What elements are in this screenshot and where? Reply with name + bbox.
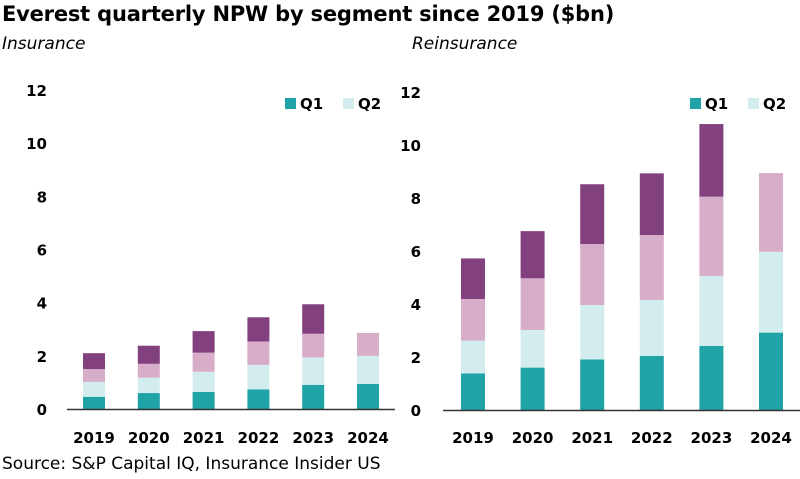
legend-label-q1: Q1 xyxy=(300,95,323,113)
bar-segment-q1-2019 xyxy=(461,373,485,410)
bar-segment-q1-2019 xyxy=(83,396,105,409)
bar-segment-q2-2023 xyxy=(302,357,325,385)
insurance-subtitle: Insurance xyxy=(2,34,86,54)
bar-segment-q3-2021 xyxy=(580,244,605,306)
y-tick-label: 4 xyxy=(411,296,421,314)
legend-label-q2: Q2 xyxy=(358,95,381,113)
bar-segment-q1-2022 xyxy=(247,389,270,409)
bar-segment-q1-2024 xyxy=(357,384,379,409)
reinsurance-subtitle: Reinsurance xyxy=(412,34,518,54)
bar-segment-q2-2020 xyxy=(137,377,160,394)
bar-segment-q1-2024 xyxy=(759,332,783,410)
bar-segment-q4-2023 xyxy=(699,124,724,197)
x-tick-label: 2019 xyxy=(452,429,494,447)
bar-segment-q4-2023 xyxy=(302,304,325,334)
bar-segment-q2-2024 xyxy=(759,251,783,333)
x-tick-label: 2024 xyxy=(347,429,389,447)
bar-segment-q2-2019 xyxy=(83,381,105,397)
source-note: Source: S&P Capital IQ, Insurance Inside… xyxy=(2,454,381,474)
y-tick-label: 10 xyxy=(26,135,47,153)
legend-swatch-q2 xyxy=(343,98,354,109)
y-tick-label: 0 xyxy=(411,402,421,420)
bar-segment-q2-2022 xyxy=(639,300,664,356)
legend-swatch-q1 xyxy=(690,98,701,109)
y-tick-label: 0 xyxy=(37,401,47,419)
insurance-chart: 0 2 4 6 8 10 12 2019 2020 2021 2022 2023 2024 Q1 Q2 xyxy=(26,82,395,447)
bar-segment-q2-2023 xyxy=(699,275,724,346)
legend-swatch-q1 xyxy=(285,98,296,109)
y-tick-label: 8 xyxy=(411,190,421,208)
x-tick-label: 2022 xyxy=(631,429,673,447)
y-tick-label: 8 xyxy=(37,188,47,206)
bar-segment-q2-2024 xyxy=(357,355,379,385)
x-tick-label: 2022 xyxy=(238,429,280,447)
y-tick-label: 12 xyxy=(26,82,47,100)
bar-segment-q3-2020 xyxy=(137,363,160,378)
bar-segment-q1-2023 xyxy=(699,345,724,410)
bar-segment-q3-2019 xyxy=(461,298,485,341)
x-tick-label: 2019 xyxy=(73,429,115,447)
bar-segment-q1-2023 xyxy=(302,384,325,409)
bar-segment-q4-2020 xyxy=(520,231,545,279)
reinsurance-chart: 0 2 4 6 8 10 12 2019 2020 2021 2022 2023 2024 Q1 Q2 xyxy=(400,84,800,447)
bar-segment-q2-2020 xyxy=(520,329,545,368)
bar-segment-q3-2023 xyxy=(302,333,325,358)
bar-segment-q1-2022 xyxy=(639,355,664,410)
bar-segment-q3-2023 xyxy=(699,196,724,276)
x-tick-label: 2021 xyxy=(571,429,613,447)
bar-segment-q1-2021 xyxy=(192,391,215,409)
x-tick-label: 2020 xyxy=(512,429,554,447)
bar-segment-q4-2021 xyxy=(192,331,215,353)
bar-segment-q4-2019 xyxy=(461,258,485,299)
legend-label-q2: Q2 xyxy=(763,95,786,113)
x-tick-label: 2021 xyxy=(183,429,225,447)
bar-segment-q4-2022 xyxy=(247,317,270,342)
bar-segment-q1-2021 xyxy=(580,359,605,410)
bar-segment-q2-2022 xyxy=(247,364,270,390)
x-tick-label: 2023 xyxy=(292,429,334,447)
bar-segment-q3-2024 xyxy=(759,173,783,252)
x-tick-label: 2023 xyxy=(691,429,733,447)
legend-swatch-q2 xyxy=(748,98,759,109)
x-tick-label: 2020 xyxy=(128,429,170,447)
y-tick-label: 12 xyxy=(400,84,421,102)
y-tick-label: 2 xyxy=(37,348,47,366)
bar-segment-q3-2020 xyxy=(520,278,545,330)
bar-segment-q2-2021 xyxy=(192,371,215,392)
bar-segment-q4-2020 xyxy=(137,345,160,364)
bar-segment-q4-2022 xyxy=(639,173,664,236)
y-tick-label: 2 xyxy=(411,349,421,367)
bar-segment-q1-2020 xyxy=(520,367,545,410)
y-tick-label: 6 xyxy=(37,242,47,260)
bar-segment-q3-2019 xyxy=(83,369,105,382)
chart-title: Everest quarterly NPW by segment since 2… xyxy=(2,2,615,26)
bar-segment-q3-2024 xyxy=(357,332,379,356)
bar-segment-q3-2022 xyxy=(247,341,270,365)
legend-label-q1: Q1 xyxy=(705,95,728,113)
y-tick-label: 10 xyxy=(400,137,421,155)
bar-segment-q2-2019 xyxy=(461,340,485,374)
bar-segment-q3-2021 xyxy=(192,352,215,372)
y-tick-label: 6 xyxy=(411,243,421,261)
y-tick-label: 4 xyxy=(37,295,47,313)
bar-segment-q4-2021 xyxy=(580,184,605,245)
bar-segment-q2-2021 xyxy=(580,305,605,360)
x-tick-label: 2024 xyxy=(750,429,792,447)
bar-segment-q4-2019 xyxy=(83,353,105,370)
bar-segment-q1-2020 xyxy=(137,393,160,409)
bar-segment-q3-2022 xyxy=(639,235,664,301)
